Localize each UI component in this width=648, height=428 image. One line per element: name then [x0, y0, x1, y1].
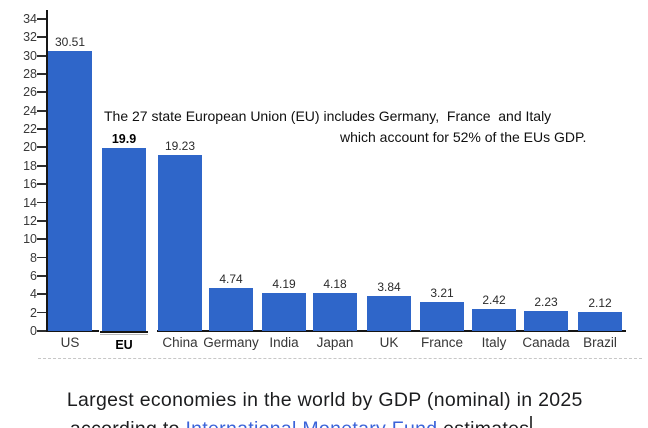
y-tick-label: 30 — [23, 48, 37, 63]
y-tick — [37, 311, 46, 314]
bar-value-italy: 2.42 — [482, 292, 506, 307]
bar-value-canada: 2.23 — [534, 294, 558, 309]
y-tick — [37, 164, 46, 167]
text-cursor — [530, 416, 533, 428]
y-tick — [37, 256, 46, 259]
bar-uk — [367, 295, 411, 331]
imf-link[interactable]: International Monetary Fund — [185, 418, 437, 428]
y-tick-label: 20 — [23, 140, 37, 155]
x-axis-label-japan: Japan — [316, 335, 354, 350]
y-tick-label: 32 — [23, 30, 37, 45]
bar-value-us: 30.51 — [54, 35, 86, 50]
x-axis-line-eu-shadow — [100, 333, 148, 335]
bar-value-germany: 4.74 — [219, 271, 243, 286]
y-tick-label: 18 — [23, 158, 37, 173]
bar-us — [48, 51, 92, 331]
bar-value-india: 4.19 — [272, 276, 296, 291]
y-tick-label: 34 — [23, 12, 37, 26]
y-tick — [37, 128, 46, 130]
caption-title-text: Largest economies in the world by GDP (n… — [66, 389, 583, 411]
x-axis-label-us: US — [60, 335, 80, 350]
bar-brazil — [578, 311, 622, 331]
y-tick-label: 22 — [23, 122, 37, 137]
y-tick-label: 8 — [30, 250, 37, 265]
y-tick — [37, 36, 46, 39]
bar-italy — [472, 308, 516, 331]
y-tick-label: 26 — [23, 85, 37, 100]
y-tick — [37, 201, 46, 204]
y-tick-label: 24 — [23, 103, 37, 118]
annotation-line-1: The 27 state European Union (EU) include… — [104, 108, 552, 124]
bar-canada — [524, 310, 568, 331]
x-axis-label-italy: Italy — [481, 335, 507, 350]
y-tick — [37, 293, 46, 296]
x-axis-label-uk: UK — [379, 335, 399, 350]
caption-title: Largest economies in the world by GDP (n… — [44, 364, 583, 428]
y-tick — [37, 73, 46, 75]
x-axis-label-china: China — [162, 335, 198, 350]
y-tick-label: 4 — [30, 287, 37, 302]
bar-germany — [209, 287, 253, 331]
bar-value-france: 3.21 — [430, 285, 454, 300]
y-tick — [37, 54, 46, 57]
y-tick-label: 28 — [23, 67, 37, 82]
bar-japan — [313, 292, 357, 331]
y-tick — [37, 146, 46, 149]
x-axis-label-india: India — [269, 335, 299, 350]
y-tick-label: 0 — [30, 324, 37, 338]
plot-area: 0 2 4 6 8 10 12 14 16 18 20 22 24 26 28 30 32 34 30.51 US 19… — [23, 10, 626, 352]
bar-value-uk: 3.84 — [377, 279, 401, 294]
bar-eu — [102, 148, 146, 331]
y-tick — [37, 274, 46, 277]
x-axis-label-brazil: Brazil — [583, 335, 617, 350]
annotation-line-2: which account for 52% of the EUs GDP. — [340, 129, 587, 145]
x-axis-label-france: France — [420, 335, 464, 350]
y-tick — [37, 219, 46, 222]
y-tick — [37, 109, 46, 112]
y-tick-label: 14 — [23, 195, 37, 210]
caption-source-suffix: estimates — [437, 418, 529, 428]
caption-source-prefix: according to — [70, 418, 186, 428]
y-tick-label: 12 — [23, 213, 37, 228]
x-axis-label-eu: EU — [115, 338, 133, 352]
y-tick — [37, 330, 46, 332]
y-tick — [37, 91, 46, 94]
y-tick — [37, 183, 46, 185]
bar-france — [420, 301, 464, 331]
x-axis-label-germany: Germany — [203, 335, 259, 350]
y-tick-label: 16 — [23, 177, 37, 192]
y-tick-label: 6 — [30, 268, 37, 283]
caption-source: according to International Monetary Fund… — [47, 393, 533, 428]
bar-china — [158, 154, 202, 331]
bar-value-brazil: 2.12 — [588, 295, 612, 310]
y-tick-label: 10 — [23, 232, 37, 247]
y-axis-line — [45, 10, 48, 331]
bar-india — [262, 292, 306, 331]
bar-value-japan: 4.18 — [323, 276, 347, 291]
y-tick — [37, 238, 46, 241]
image-bottom-edge — [38, 358, 642, 359]
bar-value-eu: 19.9 — [111, 132, 137, 147]
x-axis-label-canada: Canada — [522, 335, 570, 350]
y-tick-label: 2 — [30, 305, 37, 320]
bar-value-china: 19.23 — [164, 138, 196, 153]
y-tick — [37, 18, 46, 20]
x-axis-line-eu — [100, 331, 148, 333]
